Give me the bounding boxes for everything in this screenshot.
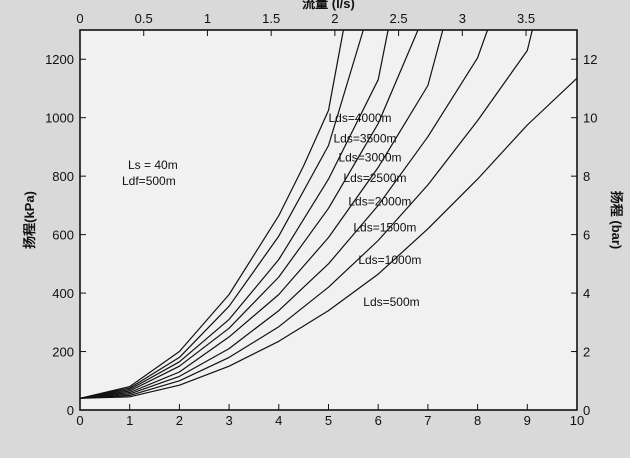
x-tick-label: 7 <box>424 413 431 428</box>
x-tick-label: 4 <box>275 413 282 428</box>
y2-tick-label: 12 <box>583 52 597 67</box>
curve-label-5: Lds=2000m <box>348 194 411 208</box>
x2-tick-label: 2 <box>331 11 338 26</box>
y-axis-title: 扬程(kPa) <box>22 191 37 249</box>
x2-tick-label: 0.5 <box>135 11 153 26</box>
x-tick-label: 10 <box>570 413 584 428</box>
x2-tick-label: 2.5 <box>390 11 408 26</box>
x-tick-label: 6 <box>375 413 382 428</box>
x2-tick-label: 1 <box>204 11 211 26</box>
curve-label-3: Lds=3000m <box>338 151 401 165</box>
annotation-ldf: Ldf=500m <box>122 174 176 188</box>
x-tick-label: 5 <box>325 413 332 428</box>
series-line-3 <box>79 29 389 399</box>
y-tick-label: 800 <box>52 169 74 184</box>
curve-label-7: Lds=1000m <box>358 253 421 267</box>
y2-tick-label: 2 <box>583 345 590 360</box>
curve-label-6: Lds=1500m <box>353 221 416 235</box>
x-tick-label: 3 <box>225 413 232 428</box>
y-tick-label: 0 <box>67 403 74 418</box>
y2-axis-title: 扬程 (bar) <box>609 191 624 250</box>
series-line-1 <box>79 29 344 399</box>
y-tick-label: 200 <box>52 345 74 360</box>
y2-tick-label: 4 <box>583 286 590 301</box>
x-tick-label: 2 <box>176 413 183 428</box>
series-line-5 <box>79 29 444 399</box>
curve-label-8: Lds=500m <box>363 295 419 309</box>
series-line-6 <box>79 29 489 399</box>
series-line-8 <box>79 77 578 399</box>
annotation-ls: Ls = 40m <box>128 158 178 172</box>
y-tick-label: 600 <box>52 228 74 243</box>
y-tick-label: 1200 <box>45 52 74 67</box>
series-line-7 <box>79 29 533 399</box>
x-tick-label: 9 <box>524 413 531 428</box>
x-tick-label: 0 <box>76 413 83 428</box>
series-line-4 <box>79 29 419 399</box>
y2-tick-label: 6 <box>583 228 590 243</box>
curve-label-4: Lds=2500m <box>343 171 406 185</box>
y2-tick-label: 10 <box>583 111 597 126</box>
plot-area <box>80 30 577 410</box>
x2-tick-label: 3.5 <box>517 11 535 26</box>
x-tick-label: 1 <box>126 413 133 428</box>
curve-label-2: Lds=3500m <box>333 132 396 146</box>
x-tick-label: 8 <box>474 413 481 428</box>
x2-tick-label: 1.5 <box>262 11 280 26</box>
x2-tick-label: 3 <box>459 11 466 26</box>
x2-axis-title: 流量 (l/s) <box>302 0 355 11</box>
y-tick-label: 400 <box>52 286 74 301</box>
y2-tick-label: 8 <box>583 169 590 184</box>
series-line-2 <box>79 29 364 399</box>
curve-label-1: Lds=4000m <box>329 111 392 125</box>
y2-tick-label: 0 <box>583 403 590 418</box>
y-tick-label: 1000 <box>45 111 74 126</box>
x2-tick-label: 0 <box>76 11 83 26</box>
